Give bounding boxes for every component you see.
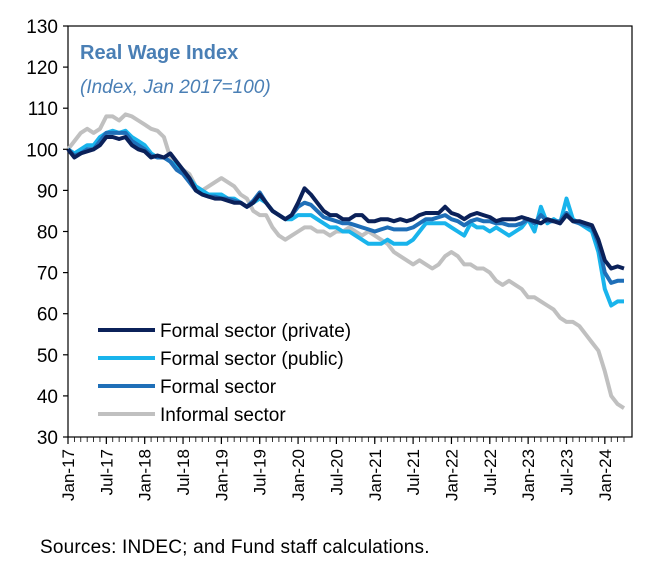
y-tick-label: 80	[37, 223, 58, 244]
x-tick-label: Jan-19	[212, 449, 231, 501]
y-tick-label: 100	[26, 140, 58, 161]
chart-title: Real Wage Index	[80, 42, 238, 64]
x-tick-label: Jan-23	[519, 449, 538, 501]
x-tick-label: Jan-22	[442, 449, 461, 501]
x-tick-label: Jul-20	[327, 449, 346, 495]
y-tick-label: 60	[37, 305, 58, 326]
series-line-formal-sector-private	[66, 135, 625, 271]
chart-subtitle: (Index, Jan 2017=100)	[80, 77, 271, 98]
legend-label: Informal sector	[160, 405, 286, 426]
x-tick-label: Jul-19	[251, 449, 270, 495]
x-tick-label: Jan-24	[596, 449, 615, 501]
chart-titles: Real Wage Index (Index, Jan 2017=100)	[80, 42, 271, 98]
y-tick-label: 90	[37, 181, 58, 202]
y-tick-label: 70	[37, 264, 58, 285]
series-line-informal-sector	[66, 112, 626, 410]
x-tick-label: Jul-18	[174, 449, 193, 495]
y-tick-label: 30	[37, 428, 58, 449]
y-tick-label: 50	[37, 346, 58, 367]
source-note: Sources: INDEC; and Fund staff calculati…	[40, 537, 430, 558]
axes: 30 40 50 60 70 80 90 100 110 120 130 Jan-17 Jul-17 Ja…	[26, 17, 625, 501]
x-tick-label: Jul-23	[557, 449, 576, 495]
x-tick-label: Jan-21	[366, 449, 385, 501]
legend: Formal sector (private) Formal sector (pu…	[98, 321, 351, 426]
y-tick-label: 120	[26, 58, 58, 79]
y-tick-label: 110	[28, 99, 58, 120]
real-wage-chart: 30 40 50 60 70 80 90 100 110 120 130 Jan-17 Jul-17 Ja…	[26, 17, 633, 501]
x-tick-label: Jan-20	[289, 449, 308, 501]
y-tick-label: 40	[37, 387, 58, 408]
legend-label: Formal sector (public)	[160, 349, 344, 370]
y-tick-label: 130	[26, 17, 58, 38]
x-tick-label: Jan-18	[136, 449, 155, 501]
x-tick-label: Jul-17	[97, 449, 116, 495]
x-tick-label: Jul-21	[404, 449, 423, 495]
x-tick-label: Jan-17	[59, 449, 78, 501]
legend-label: Formal sector (private)	[160, 321, 351, 342]
legend-label: Formal sector	[160, 377, 277, 398]
x-tick-label: Jul-22	[481, 449, 500, 495]
series-lines	[66, 112, 626, 410]
